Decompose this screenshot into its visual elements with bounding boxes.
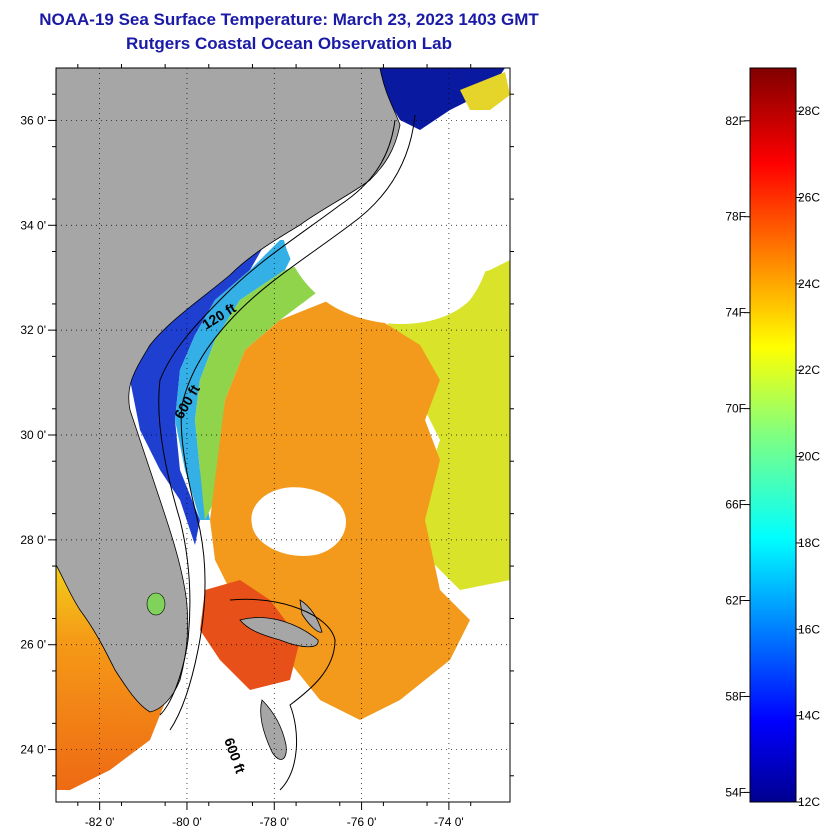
lat-label: 30 0' xyxy=(20,428,46,442)
lat-label: 26 0' xyxy=(20,638,46,652)
celsius-label: 12C xyxy=(798,795,820,809)
title-line-2: Rutgers Coastal Ocean Observation Lab xyxy=(126,34,452,53)
celsius-label: 22C xyxy=(798,363,820,377)
fahrenheit-label: 74F xyxy=(725,306,746,320)
celsius-label: 26C xyxy=(798,191,820,205)
lon-label: -82 0' xyxy=(85,815,115,829)
lat-label: 24 0' xyxy=(20,743,46,757)
sst-yellow-north-fringe xyxy=(460,72,510,110)
celsius-label: 28C xyxy=(798,104,820,118)
fahrenheit-label: 78F xyxy=(725,210,746,224)
isobath-120ft xyxy=(158,119,396,716)
fahrenheit-label: 82F xyxy=(725,114,746,128)
sst-cold-north-region xyxy=(380,68,505,130)
title-line-1: NOAA-19 Sea Surface Temperature: March 2… xyxy=(39,10,539,29)
lon-label: -74 0' xyxy=(434,815,464,829)
celsius-label: 24C xyxy=(798,277,820,291)
fahrenheit-label: 58F xyxy=(725,689,746,703)
lat-label: 34 0' xyxy=(20,218,46,232)
celsius-label: 20C xyxy=(798,450,820,464)
lon-label: -78 0' xyxy=(259,815,289,829)
land-bahamas xyxy=(239,617,319,648)
lat-label: 28 0' xyxy=(20,533,46,547)
fahrenheit-label: 70F xyxy=(725,402,746,416)
celsius-label: 14C xyxy=(798,709,820,723)
sst-green-transition-region xyxy=(195,255,360,520)
cloud-patch-mid xyxy=(251,487,346,556)
lat-label: 36 0' xyxy=(20,113,46,127)
celsius-label: 18C xyxy=(798,536,820,550)
celsius-label: 16C xyxy=(798,622,820,636)
land-andros xyxy=(260,699,287,760)
lon-label: -80 0' xyxy=(172,815,202,829)
isobath-bahamas xyxy=(229,598,336,791)
colorbar-gradient xyxy=(749,67,797,803)
sst-red-gulf-stream-region xyxy=(200,580,300,690)
sst-gulf-region xyxy=(56,560,170,790)
lon-label: -76 0' xyxy=(347,815,377,829)
graticule: 36 0' 34 0' 32 0' 30 0' 28 0' 26 0' 24 0' -82 0… xyxy=(20,64,514,829)
isobath-600ft xyxy=(169,114,416,731)
land-abaco xyxy=(299,599,323,633)
sst-cold-shelf-region xyxy=(130,235,270,545)
fahrenheit-label: 66F xyxy=(725,498,746,512)
fahrenheit-label: 62F xyxy=(725,594,746,608)
fahrenheit-label: 54F xyxy=(725,785,746,799)
land-us-coast xyxy=(56,68,401,713)
lat-label: 32 0' xyxy=(20,323,46,337)
lake-okeechobee xyxy=(146,592,166,616)
